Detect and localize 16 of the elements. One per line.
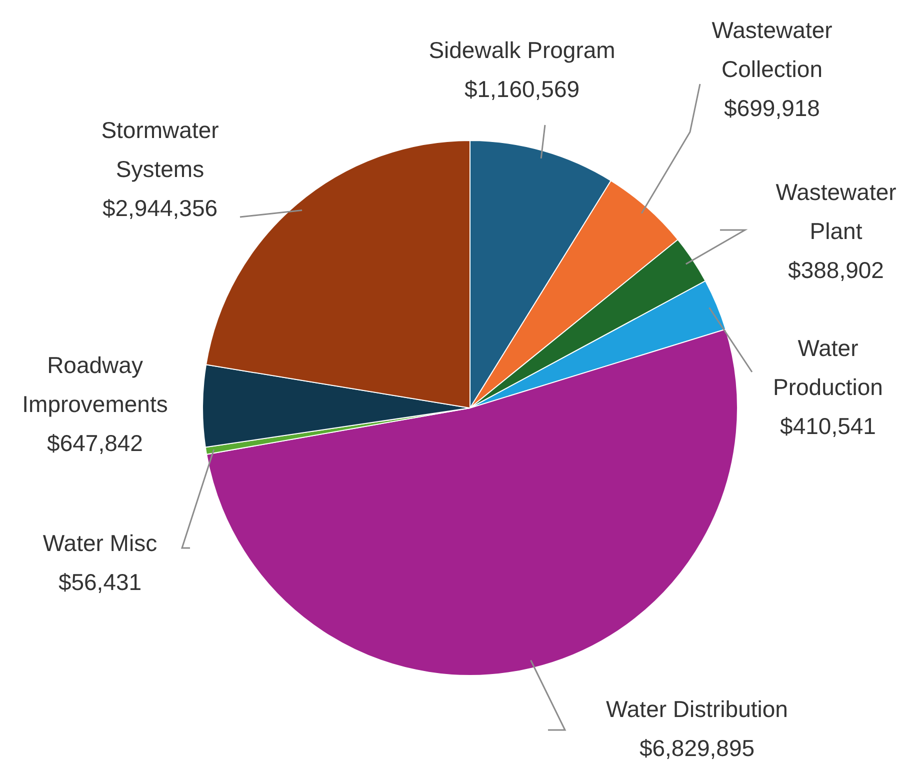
slice-label: Water Distribution: [606, 696, 788, 722]
data-label: $699,918: [724, 95, 820, 121]
slice-label: Sidewalk Program: [428, 37, 616, 63]
slice-label: Water Production: [773, 335, 883, 400]
slice-label: Stormwater Systems: [101, 117, 220, 182]
data-label: $410,541: [780, 413, 876, 439]
data-label: $6,829,895: [639, 735, 755, 761]
slice-label: Roadway Improvements: [22, 352, 168, 417]
data-label: $56,431: [58, 569, 142, 595]
data-label: $1,160,569: [464, 76, 580, 102]
data-label: $388,902: [788, 257, 884, 283]
data-label: $647,842: [47, 430, 143, 456]
slice-label: Wastewater Plant: [776, 179, 897, 244]
data-label: $2,944,356: [102, 195, 218, 221]
slice-label: Water Misc: [42, 530, 158, 556]
slice-label: Wastewater Collection: [712, 17, 833, 82]
